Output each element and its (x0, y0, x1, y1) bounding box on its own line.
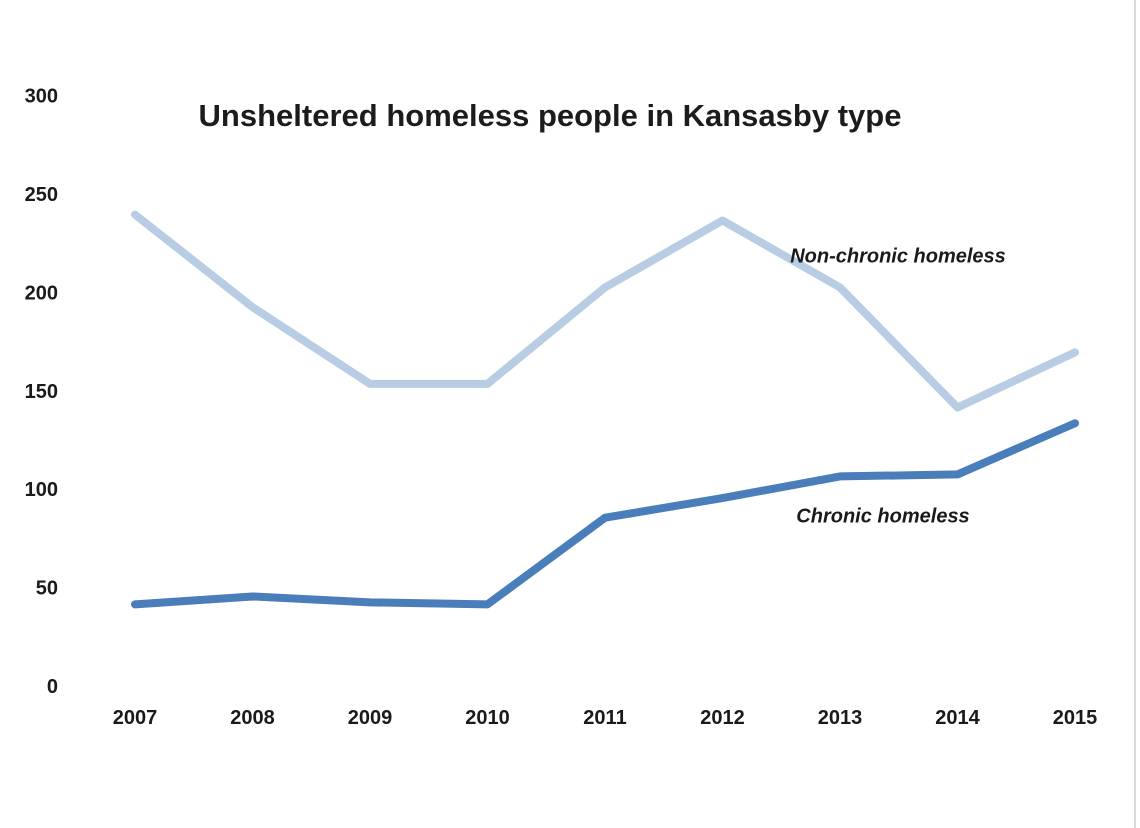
series-lines (131, 210, 1079, 609)
y-axis-tick-100: 100 (25, 479, 58, 501)
x-axis-tick-2009: 2009 (348, 707, 393, 729)
series-label-chronic-homeless: Chronic homeless (796, 505, 970, 528)
y-axis-tick-0: 0 (47, 676, 58, 698)
y-axis-tick-200: 200 (25, 282, 58, 304)
x-axis-tick-2010: 2010 (465, 707, 510, 729)
series-line-non-chronic-homeless (131, 210, 1079, 412)
x-axis-tick-labels: 2007 2008 2009 2010 2011 2012 2013 2014 2015 (113, 707, 1098, 729)
chart-title: Unsheltered homeless people in Kansasby … (198, 98, 902, 133)
x-axis-tick-2014: 2014 (935, 707, 980, 729)
x-axis-tick-2015: 2015 (1053, 707, 1098, 729)
y-axis-tick-250: 250 (25, 184, 58, 206)
x-axis-tick-2012: 2012 (700, 707, 745, 729)
series-label-non-chronic-homeless: Non-chronic homeless (790, 245, 1006, 268)
x-axis-tick-2011: 2011 (583, 707, 626, 729)
series-line-chronic-homeless (131, 419, 1079, 609)
y-axis-tick-50: 50 (36, 578, 58, 600)
y-axis-tick-150: 150 (25, 381, 58, 403)
x-axis-tick-2013: 2013 (818, 707, 863, 729)
y-axis-tick-300: 300 (25, 86, 58, 108)
x-axis-tick-2007: 2007 (113, 707, 158, 729)
x-axis-tick-2008: 2008 (230, 707, 275, 729)
page-right-border-line (1134, 0, 1136, 828)
y-axis-tick-labels: 300 250 200 150 100 50 0 (25, 86, 58, 699)
